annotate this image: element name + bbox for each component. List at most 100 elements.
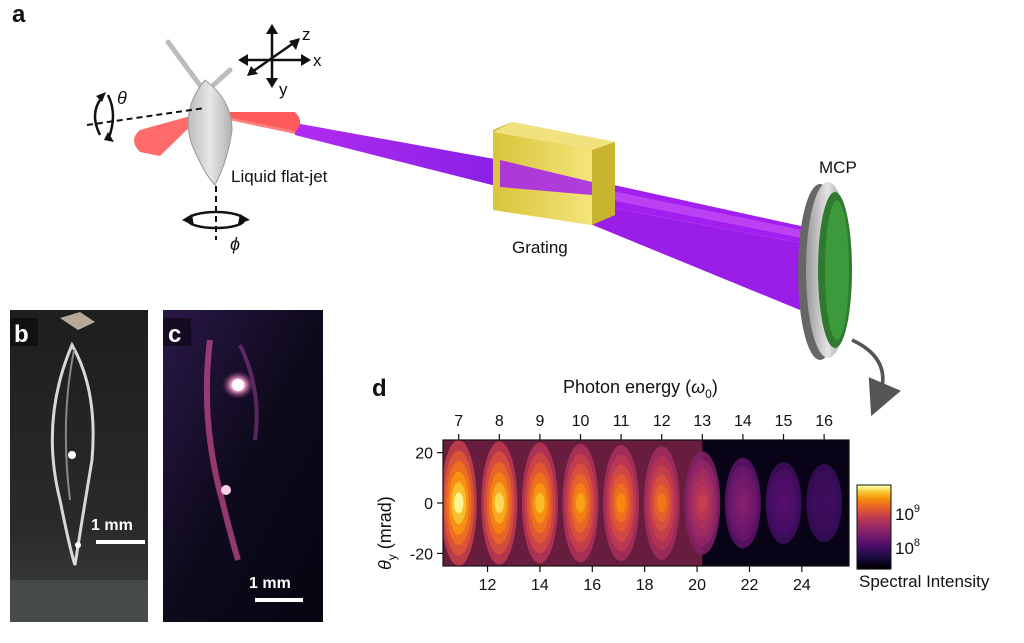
axis-x-label: x [313,51,322,70]
colorbar-tick-low: 108 [895,537,920,558]
colorbar-segment [857,533,891,536]
colorbar-segment [857,510,891,513]
bottom-tick-label: 14 [531,577,549,594]
y-tick-label: 20 [415,446,433,463]
scale-label-c: 1 mm [249,575,291,592]
harmonic-16-peak [819,496,829,510]
top-tick-label: 15 [775,413,793,430]
bottom-tick-label: 16 [583,577,601,594]
theta-rotation-icon [93,92,115,142]
colorbar-segment [857,543,891,547]
harmonic-12-peak [657,493,667,513]
y-axis-ticks: 20 0 -20 [410,446,443,563]
top-tick-label: 9 [535,413,544,430]
colorbar-segment [857,550,891,553]
phi-rotation-icon [182,210,250,230]
top-axis-title: Photon energy (ω0) [563,377,718,401]
axis-y-label: y [279,80,288,99]
harmonic-8-peak [494,492,504,514]
colorbar-segment [857,524,891,528]
coordinate-axes-icon [238,24,311,88]
top-tick-label: 14 [734,413,752,430]
colorbar-segment [857,495,891,499]
theta-label: θ [117,88,127,108]
colorbar-segment [857,541,891,545]
top-tick-label: 11 [613,413,630,430]
colorbar-label: Spectral Intensity [859,572,990,591]
bottom-tick-label: 24 [793,577,811,594]
colorbar-segment [857,545,891,549]
y-tick-label: -20 [410,546,433,563]
harmonic-10-peak [575,493,586,513]
harmonic-7-peak [454,492,464,514]
bottom-tick-label: 20 [688,577,706,594]
scale-label-b: 1 mm [91,517,133,534]
top-axis-ticks: 7 8 9 10 11 12 13 14 15 16 [454,413,833,440]
colorbar-segment [857,564,891,568]
colorbar-segment [857,531,891,534]
colorbar-segment [857,489,891,492]
panel-d: d Photon energy (ω0) 7 8 9 10 11 12 13 14 15 16 1… [372,375,990,594]
colorbar-segment [857,516,891,520]
bottom-tick-label: 22 [741,577,759,594]
colorbar-segment [857,485,891,488]
colorbar-segment [857,554,891,557]
colorbar-segment [857,499,891,503]
top-tick-label: 8 [495,413,504,430]
phi-label: ϕ [230,234,240,254]
mcp-label: MCP [819,158,857,177]
colorbar-segment [857,566,891,570]
harmonic-11-peak [616,493,626,513]
panel-c: c 1 mm [163,310,323,622]
colorbar-segment [857,527,891,530]
colorbar-segment [857,487,891,490]
bottom-tick-label: 12 [479,577,497,594]
mcp-detector [798,182,852,360]
top-tick-label: 13 [693,413,711,430]
colorbar-segment [857,552,891,555]
panel-b-label: b [14,321,29,348]
top-tick-label: 16 [815,413,833,430]
bottom-axis-ticks: 12 14 16 18 20 22 24 [479,566,811,594]
harmonic-14-peak [738,495,748,511]
panel-b: b 1 mm [10,310,148,622]
top-tick-label: 10 [572,413,590,430]
colorbar-segment [857,548,891,551]
curved-arrow-icon [851,338,901,417]
colorbar-segment [857,501,891,505]
colorbar-segment [857,539,891,543]
bottom-tick-label: 18 [636,577,654,594]
colorbar-segment [857,537,891,541]
colorbar-segment [857,529,891,532]
colorbar-segment [857,522,891,526]
panel-d-label: d [372,375,387,402]
harmonic-15-peak [778,496,789,510]
colorbar-segment [857,562,891,566]
colorbar-segment [857,558,891,562]
colorbar-segment [857,560,891,564]
grating-label: Grating [512,238,568,257]
colorbar-segment [857,491,891,494]
heatmap-plot [442,439,850,567]
colorbar-segment [857,497,891,501]
colorbar-segment [857,520,891,524]
top-tick-label: 7 [454,413,463,430]
colorbar: 109 108 Spectral Intensity [856,484,990,591]
colorbar-segment [857,512,891,515]
colorbar-segment [857,514,891,518]
axis-z-label: z [302,25,311,44]
colorbar-segment [857,518,891,522]
y-tick-label: 0 [424,496,433,513]
colorbar-segment [857,493,891,497]
colorbar-tick-high: 109 [895,503,920,524]
grating [493,122,615,225]
harmonic-13-peak [697,494,707,512]
jet-label: Liquid flat-jet [231,167,328,186]
colorbar-segment [857,506,891,509]
panel-a-label: a [12,1,26,28]
harmonic-9-peak [535,492,545,514]
colorbar-segment [857,503,891,507]
liquid-jet [86,39,233,240]
colorbar-segment [857,535,891,539]
colorbar-segment [857,556,891,560]
